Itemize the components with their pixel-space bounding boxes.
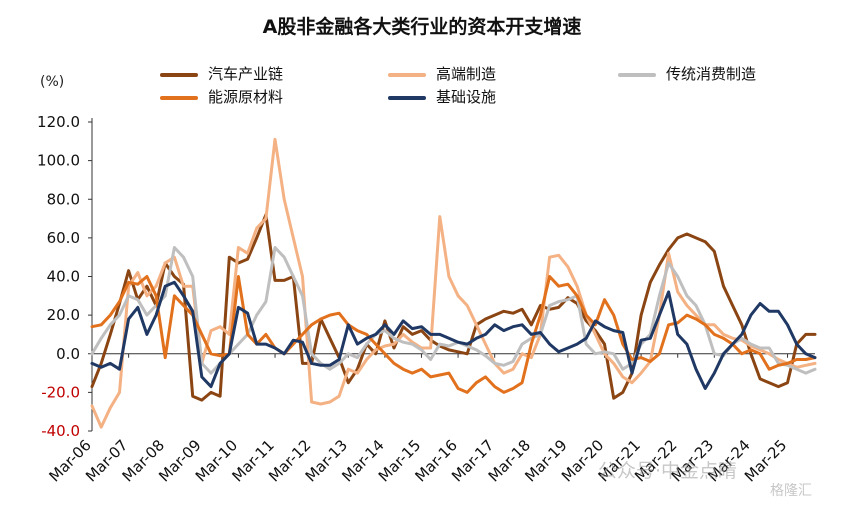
- y-tick-label: 100.0: [37, 152, 80, 170]
- legend-item-energy: 能源原材料: [160, 86, 283, 107]
- y-tick-label: 80.0: [47, 190, 80, 208]
- legend-swatch-traditional: [618, 72, 656, 77]
- y-tick-label: -40.0: [41, 422, 80, 440]
- series-line-2: [90, 246, 817, 375]
- legend-swatch-high-end: [388, 72, 426, 77]
- legend-label-infra: 基础设施: [436, 88, 497, 106]
- chart-title: A股非金融各大类行业的资本开支增速: [262, 16, 582, 38]
- y-tick-label: 120.0: [37, 113, 80, 131]
- legend-item-traditional: 传统消费制造: [618, 63, 756, 84]
- legend-item-infra: 基础设施: [388, 86, 496, 107]
- y-axis-unit: (%): [40, 74, 65, 90]
- series-line-0: [90, 213, 817, 402]
- series-line-1: [90, 137, 817, 429]
- legend-item-auto: 汽车产业链: [160, 63, 283, 84]
- y-tick-label: 20.0: [47, 306, 80, 324]
- legend-swatch-infra: [388, 95, 426, 100]
- legend-label-traditional: 传统消费制造: [666, 65, 757, 83]
- legend-swatch-auto: [160, 72, 198, 77]
- series-line-4: [90, 280, 817, 390]
- watermark-text: 公众号·中金点睛: [598, 460, 738, 482]
- legend-item-high-end: 高端制造: [388, 63, 496, 84]
- y-tick-label: -20.0: [41, 383, 80, 401]
- y-tick-label: 60.0: [47, 229, 80, 247]
- y-tick-label: 40.0: [47, 268, 80, 286]
- legend-label-energy: 能源原材料: [208, 88, 284, 106]
- legend-label-high-end: 高端制造: [436, 65, 497, 83]
- legend-label-auto: 汽车产业链: [208, 65, 284, 83]
- y-tick-label: 0.0: [56, 345, 80, 363]
- series-line-3: [90, 275, 817, 394]
- legend-swatch-energy: [160, 95, 198, 100]
- watermark-brand: 格隆汇: [770, 483, 812, 499]
